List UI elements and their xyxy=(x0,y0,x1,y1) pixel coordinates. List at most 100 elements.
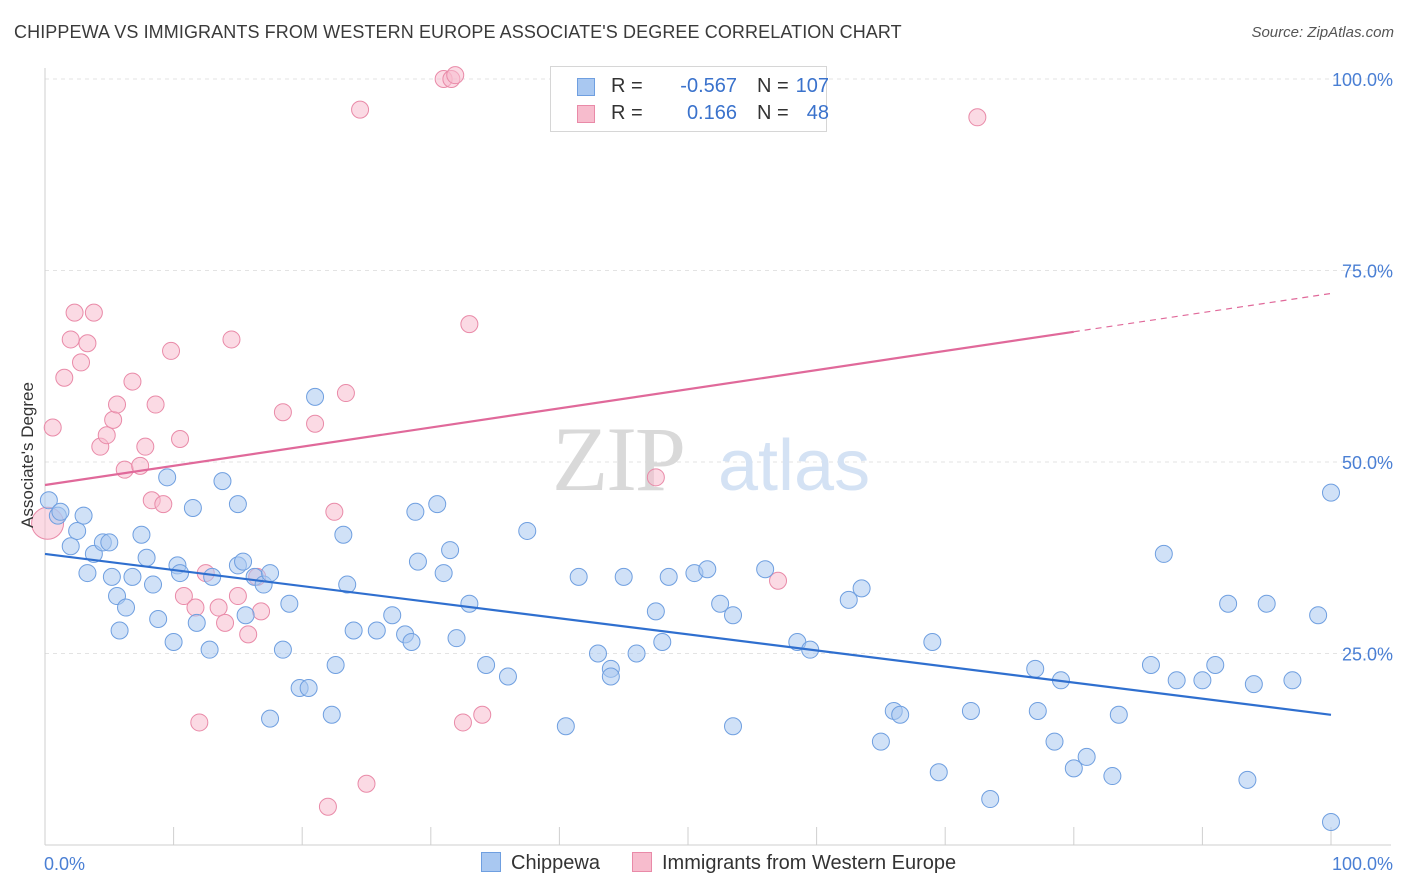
immigrants-point xyxy=(446,66,465,85)
watermark-zip: ZIP xyxy=(552,408,684,510)
immigrants-point xyxy=(72,353,91,372)
immigrants-point xyxy=(123,372,142,391)
chippewa-point xyxy=(234,552,253,571)
chippewa-point xyxy=(1154,544,1173,563)
chippewa-point xyxy=(627,644,646,663)
immigrants-point xyxy=(154,495,173,514)
chippewa-point xyxy=(213,472,232,491)
immigrants-point xyxy=(97,426,116,445)
chippewa-point xyxy=(228,495,247,514)
chippewa-point xyxy=(460,594,479,613)
chippewa-point xyxy=(367,621,386,640)
immigrants-point xyxy=(336,384,355,403)
chippewa-point xyxy=(408,552,427,571)
immigrants-point xyxy=(351,100,370,119)
chippewa-point xyxy=(724,717,743,736)
chippewa-point xyxy=(261,709,280,728)
gridlines xyxy=(45,78,1392,654)
immigrants-point xyxy=(453,713,472,732)
chippewa-point xyxy=(61,537,80,556)
chippewa-point xyxy=(1141,655,1160,674)
immigrants-point xyxy=(222,330,241,349)
bottom-legend-label: Chippewa xyxy=(511,852,600,874)
watermark-atlas: atlas xyxy=(718,426,870,506)
chippewa-point xyxy=(981,790,1000,809)
chippewa-point xyxy=(164,633,183,652)
legend-n-value: 107 xyxy=(795,75,829,97)
chippewa-point xyxy=(961,701,980,720)
chippewa-point xyxy=(434,564,453,583)
chippewa-point xyxy=(261,564,280,583)
chippewa-point xyxy=(200,640,219,659)
immigrants-point xyxy=(325,502,344,521)
chippewa-point xyxy=(117,598,136,617)
legend-n-label: N = xyxy=(757,75,789,97)
legend-swatch-blue xyxy=(577,78,595,96)
immigrants-point xyxy=(769,571,788,590)
bottom-legend-immigrants: Immigrants from Western Europe xyxy=(632,852,956,875)
chippewa-point xyxy=(187,613,206,632)
chippewa-point xyxy=(1219,594,1238,613)
chippewa-point xyxy=(1206,655,1225,674)
chippewa-point xyxy=(326,655,345,674)
chippewa-point xyxy=(158,468,177,487)
chippewa-point xyxy=(123,567,142,586)
immigrants-point xyxy=(228,587,247,606)
chippewa-point xyxy=(78,564,97,583)
chippewa-point xyxy=(518,521,537,540)
chippewa-point xyxy=(724,606,743,625)
chippewa-point xyxy=(1322,483,1340,502)
chippewa-point xyxy=(68,521,87,540)
chippewa-point xyxy=(236,606,255,625)
chippewa-point xyxy=(334,525,353,544)
chippewa-point xyxy=(39,491,58,510)
x-tick-label: 100.0% xyxy=(1332,854,1393,874)
chippewa-point xyxy=(929,763,948,782)
axes xyxy=(44,68,1391,846)
immigrants-point xyxy=(306,414,325,433)
legend-r-value: -0.567 xyxy=(680,75,737,97)
stats-legend: R = -0.567 N = 107 R = 0.166 N = 48 xyxy=(550,66,829,132)
chippewa-point xyxy=(132,525,151,544)
bottom-legend-swatch-blue xyxy=(481,852,501,872)
chippewa-point xyxy=(1064,759,1083,778)
bottom-legend-chippewa: Chippewa xyxy=(481,852,600,875)
bottom-legend-swatch-pink xyxy=(632,852,652,872)
immigrants-point xyxy=(162,341,181,360)
chippewa-point xyxy=(852,579,871,598)
chippewa-point xyxy=(839,590,858,609)
immigrants-point xyxy=(43,418,62,437)
chippewa-point xyxy=(344,621,363,640)
immigrants-point xyxy=(209,598,228,617)
y-axis-label: Associate's Degree xyxy=(18,382,37,528)
immigrants-point xyxy=(239,625,258,644)
chippewa-point xyxy=(428,495,447,514)
chippewa-point xyxy=(299,678,318,697)
immigrants-point xyxy=(357,774,376,793)
chippewa-point xyxy=(477,655,496,674)
immigrants-trend-line xyxy=(44,330,1074,487)
y-tick-label: 25.0% xyxy=(1342,645,1393,665)
chippewa-point xyxy=(601,667,620,686)
chippewa-point xyxy=(74,506,93,525)
chippewa-point xyxy=(1257,594,1276,613)
immigrants-point xyxy=(190,713,209,732)
chippewa-trend-line xyxy=(44,552,1332,716)
chippewa-point xyxy=(1244,675,1263,694)
immigrants-point xyxy=(78,334,97,353)
chippewa-point xyxy=(1109,705,1128,724)
chippewa-point xyxy=(1193,671,1212,690)
legend-n-label: N = xyxy=(757,102,789,124)
chippewa-point xyxy=(653,633,672,652)
chippewa-point xyxy=(1283,671,1302,690)
immigrants-point xyxy=(55,368,74,387)
chippewa-point xyxy=(923,633,942,652)
chippewa-point xyxy=(183,498,202,517)
immigrants-point xyxy=(61,330,80,349)
chippewa-point xyxy=(203,567,222,586)
legend-r-label: R = xyxy=(611,75,643,97)
bottom-legend-label: Immigrants from Western Europe xyxy=(662,852,957,874)
chart-title: CHIPPEWA VS IMMIGRANTS FROM WESTERN EURO… xyxy=(14,22,902,42)
immigrants-point xyxy=(968,108,987,127)
legend-r-value: 0.166 xyxy=(686,102,737,124)
